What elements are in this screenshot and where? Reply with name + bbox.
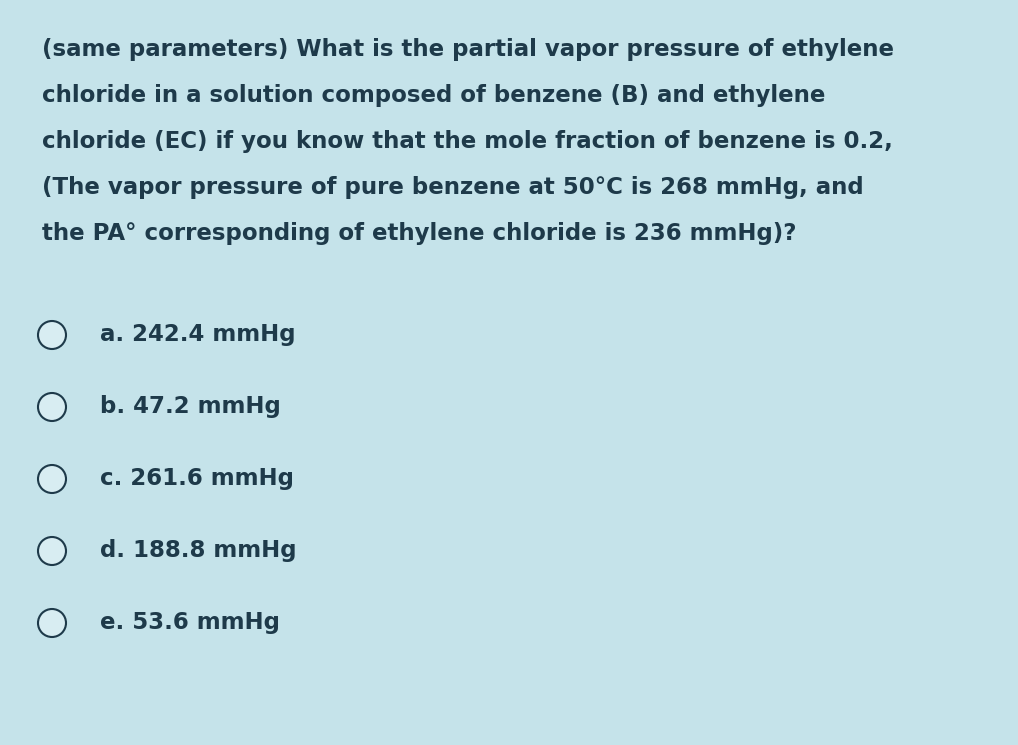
Circle shape [38,537,66,565]
Text: (same parameters) What is the partial vapor pressure of ethylene: (same parameters) What is the partial va… [42,38,894,61]
Text: b. 47.2 mmHg: b. 47.2 mmHg [100,396,281,419]
Circle shape [38,609,66,637]
Text: the PA° corresponding of ethylene chloride is 236 mmHg)?: the PA° corresponding of ethylene chlori… [42,222,796,245]
Text: chloride (EC) if you know that the mole fraction of benzene is 0.2,: chloride (EC) if you know that the mole … [42,130,893,153]
Text: (The vapor pressure of pure benzene at 50°C is 268 mmHg, and: (The vapor pressure of pure benzene at 5… [42,176,863,199]
Circle shape [38,393,66,421]
Circle shape [38,321,66,349]
Text: e. 53.6 mmHg: e. 53.6 mmHg [100,612,280,635]
Text: c. 261.6 mmHg: c. 261.6 mmHg [100,468,294,490]
Circle shape [38,465,66,493]
Text: d. 188.8 mmHg: d. 188.8 mmHg [100,539,296,562]
Text: chloride in a solution composed of benzene (B) and ethylene: chloride in a solution composed of benze… [42,84,826,107]
Text: a. 242.4 mmHg: a. 242.4 mmHg [100,323,295,346]
